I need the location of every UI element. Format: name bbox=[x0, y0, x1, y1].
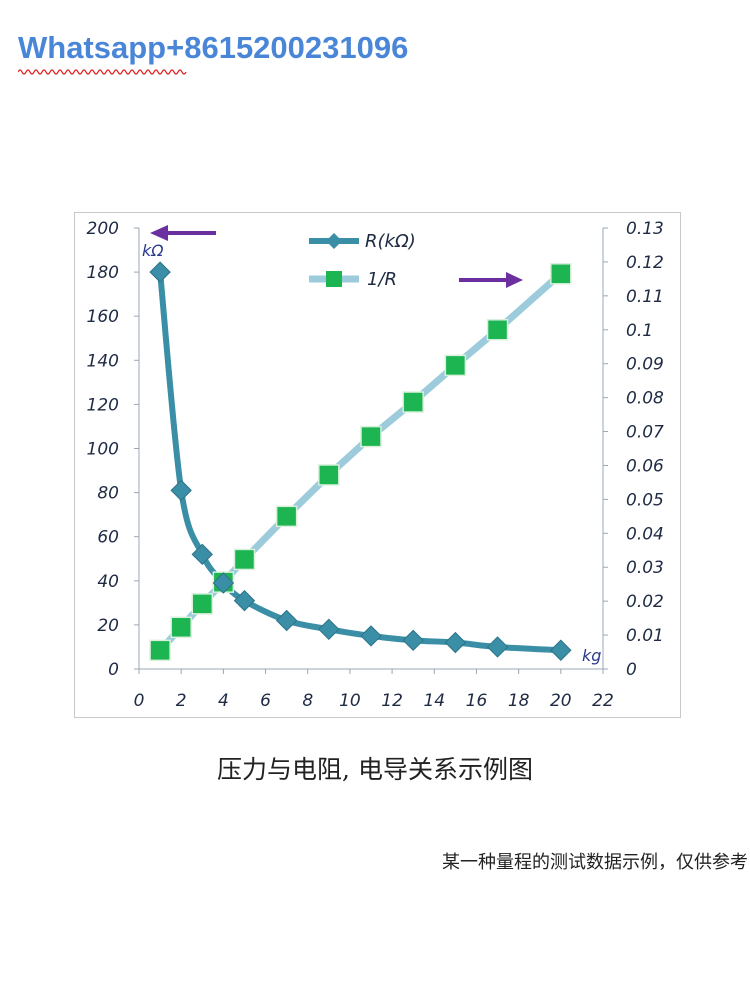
data-point-r-kohm bbox=[318, 618, 340, 641]
x-tick-label: 10 bbox=[339, 691, 361, 711]
right-axis-arrow-head bbox=[506, 272, 523, 288]
x-tick-label: 2 bbox=[176, 691, 187, 711]
data-point-1-over-r bbox=[191, 593, 214, 615]
data-point-1-over-r bbox=[149, 639, 171, 662]
x-tick-label: 14 bbox=[423, 691, 445, 711]
y-right-tick-label: 0.12 bbox=[626, 253, 664, 273]
data-point-r-kohm bbox=[486, 636, 509, 658]
y-right-tick-label: 0.04 bbox=[626, 524, 664, 544]
data-point-r-kohm bbox=[233, 589, 256, 612]
y-right-tick-label: 0.06 bbox=[626, 456, 664, 476]
spellcheck-underline bbox=[18, 69, 187, 75]
y-left-tick-label: 60 bbox=[97, 528, 119, 548]
y-right-tick-label: 0.11 bbox=[626, 287, 664, 307]
y-right-tick-label: 0.07 bbox=[626, 423, 664, 443]
y-left-tick-label: 120 bbox=[87, 395, 119, 415]
left-axis-unit-label: kΩ bbox=[142, 241, 164, 260]
y-right-tick-label: 0.05 bbox=[626, 490, 664, 510]
y-left-tick-label: 100 bbox=[87, 440, 119, 460]
data-point-1-over-r bbox=[444, 354, 467, 377]
x-tick-label: 12 bbox=[381, 691, 403, 711]
x-axis-unit-label: kg bbox=[582, 646, 601, 665]
chart-caption: 压力与电阻, 电导关系示例图 bbox=[217, 755, 533, 784]
x-tick-label: 6 bbox=[260, 691, 271, 711]
chart-frame bbox=[74, 212, 681, 718]
y-left-tick-label: 80 bbox=[97, 484, 119, 504]
data-point-r-kohm bbox=[149, 261, 171, 283]
x-tick-label: 16 bbox=[466, 691, 488, 711]
legend-marker-1-over-r bbox=[326, 271, 342, 287]
y-right-tick-label: 0.09 bbox=[626, 355, 664, 375]
data-point-r-kohm bbox=[170, 479, 192, 502]
y-left-tick-label: 0 bbox=[108, 660, 119, 680]
data-point-1-over-r bbox=[275, 505, 298, 528]
data-point-r-kohm bbox=[402, 629, 424, 652]
y-right-tick-label: 0.1 bbox=[626, 321, 653, 341]
data-point-r-kohm bbox=[360, 625, 382, 647]
data-point-1-over-r bbox=[402, 391, 424, 413]
x-tick-label: 22 bbox=[592, 691, 614, 711]
legend-label-1-over-r: 1/R bbox=[367, 269, 397, 290]
x-tick-label: 0 bbox=[134, 691, 145, 711]
y-left-tick-label: 160 bbox=[87, 307, 119, 327]
data-point-1-over-r bbox=[170, 616, 192, 639]
data-point-r-kohm bbox=[444, 631, 467, 654]
y-right-tick-label: 0.13 bbox=[626, 219, 664, 239]
data-point-1-over-r bbox=[486, 319, 509, 341]
y-right-tick-label: 0 bbox=[626, 660, 637, 680]
y-right-tick-label: 0.02 bbox=[626, 592, 664, 612]
data-point-r-kohm bbox=[191, 543, 213, 566]
left-axis-arrow-head bbox=[150, 225, 168, 241]
x-tick-label: 18 bbox=[508, 691, 530, 711]
x-tick-label: 4 bbox=[218, 691, 229, 711]
data-point-1-over-r bbox=[318, 464, 340, 486]
y-right-tick-label: 0.08 bbox=[626, 389, 664, 409]
x-tick-label: 20 bbox=[550, 691, 572, 711]
disclaimer-note: 某一种量程的测试数据示例，仅供参考 bbox=[442, 852, 748, 873]
x-tick-label: 8 bbox=[302, 691, 313, 711]
y-left-tick-label: 200 bbox=[87, 219, 119, 239]
data-point-1-over-r bbox=[360, 425, 382, 448]
y-right-tick-label: 0.01 bbox=[626, 626, 664, 646]
y-left-tick-label: 20 bbox=[97, 616, 119, 636]
data-point-1-over-r bbox=[233, 548, 256, 571]
y-left-tick-label: 180 bbox=[87, 263, 119, 283]
data-point-r-kohm bbox=[275, 609, 298, 632]
legend-marker-r-kohm bbox=[326, 233, 342, 249]
watermark-text: Whatsapp+8615200231096 bbox=[18, 30, 409, 65]
y-left-tick-label: 140 bbox=[87, 351, 119, 371]
data-point-r-kohm bbox=[550, 639, 572, 661]
y-right-tick-label: 0.03 bbox=[626, 558, 664, 578]
legend-label-r-kohm: R(kΩ) bbox=[365, 231, 416, 252]
data-point-r-kohm bbox=[212, 572, 235, 594]
data-point-1-over-r bbox=[550, 263, 572, 285]
y-left-tick-label: 40 bbox=[97, 572, 119, 592]
